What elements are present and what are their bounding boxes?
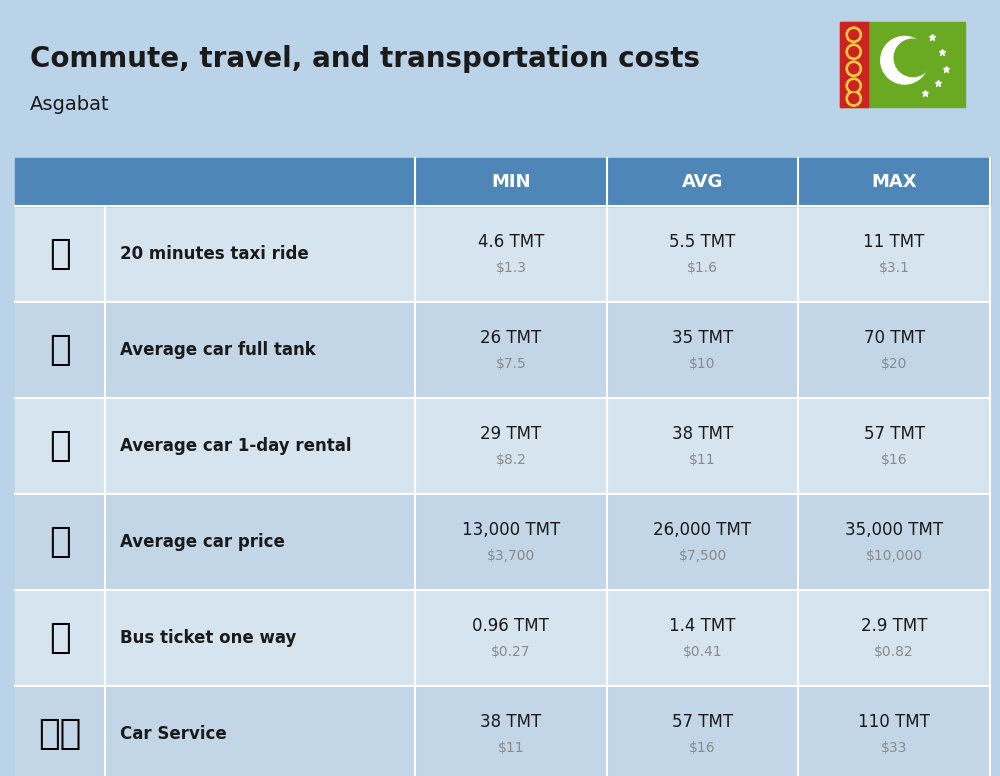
Circle shape — [846, 91, 861, 106]
Circle shape — [881, 36, 928, 84]
Text: 11 TMT: 11 TMT — [863, 234, 925, 251]
Text: Average car price: Average car price — [120, 533, 285, 551]
Circle shape — [846, 61, 861, 77]
Text: $20: $20 — [881, 358, 907, 372]
Text: 20 minutes taxi ride: 20 minutes taxi ride — [120, 245, 309, 263]
Text: 0.96 TMT: 0.96 TMT — [472, 618, 549, 636]
Text: Average car 1-day rental: Average car 1-day rental — [120, 437, 352, 455]
Text: 38 TMT: 38 TMT — [480, 713, 541, 732]
Text: $8.2: $8.2 — [495, 453, 526, 467]
Text: 35,000 TMT: 35,000 TMT — [845, 521, 943, 539]
Text: 57 TMT: 57 TMT — [864, 425, 925, 443]
Text: $11: $11 — [689, 453, 716, 467]
Bar — [15, 158, 990, 206]
Text: $7,500: $7,500 — [678, 549, 727, 563]
Circle shape — [849, 47, 859, 57]
Circle shape — [849, 94, 859, 103]
Text: Bus ticket one way: Bus ticket one way — [120, 629, 296, 647]
Text: AVG: AVG — [682, 173, 723, 191]
Text: MIN: MIN — [491, 173, 531, 191]
Text: 26,000 TMT: 26,000 TMT — [653, 521, 752, 539]
Text: 🚙: 🚙 — [49, 429, 71, 463]
Text: Asgabat: Asgabat — [30, 95, 110, 114]
Bar — [15, 494, 990, 590]
Circle shape — [894, 39, 932, 77]
Text: Commute, travel, and transportation costs: Commute, travel, and transportation cost… — [30, 45, 700, 73]
Text: 4.6 TMT: 4.6 TMT — [478, 234, 544, 251]
Bar — [15, 302, 990, 398]
Text: $0.41: $0.41 — [683, 646, 722, 660]
Text: 110 TMT: 110 TMT — [858, 713, 930, 732]
Bar — [15, 398, 990, 494]
Text: Car Service: Car Service — [120, 725, 227, 743]
Bar — [15, 590, 990, 686]
Text: MAX: MAX — [871, 173, 917, 191]
Text: $1.6: $1.6 — [687, 262, 718, 275]
Text: $16: $16 — [881, 453, 907, 467]
Text: $1.3: $1.3 — [495, 262, 526, 275]
Text: $0.27: $0.27 — [491, 646, 531, 660]
Text: $33: $33 — [881, 741, 907, 755]
Circle shape — [846, 27, 861, 43]
Text: 🔧🚗: 🔧🚗 — [38, 717, 82, 751]
Text: 2.9 TMT: 2.9 TMT — [861, 618, 927, 636]
Text: 🚌: 🚌 — [49, 621, 71, 655]
Text: 38 TMT: 38 TMT — [672, 425, 733, 443]
Bar — [15, 686, 990, 776]
Text: $16: $16 — [689, 741, 716, 755]
Text: $7.5: $7.5 — [495, 358, 526, 372]
Text: 🚗: 🚗 — [49, 525, 71, 559]
Text: Average car full tank: Average car full tank — [120, 341, 316, 359]
Bar — [840, 22, 965, 107]
Circle shape — [846, 44, 861, 60]
Text: 🚕: 🚕 — [49, 237, 71, 271]
Text: $3,700: $3,700 — [487, 549, 535, 563]
Text: $0.82: $0.82 — [874, 646, 914, 660]
Text: 29 TMT: 29 TMT — [480, 425, 541, 443]
Circle shape — [849, 29, 859, 40]
Text: 26 TMT: 26 TMT — [480, 330, 541, 348]
Text: ⛽: ⛽ — [49, 333, 71, 367]
Text: 35 TMT: 35 TMT — [672, 330, 733, 348]
Circle shape — [849, 64, 859, 74]
Bar — [840, 22, 868, 107]
Text: 70 TMT: 70 TMT — [864, 330, 925, 348]
Text: 57 TMT: 57 TMT — [672, 713, 733, 732]
Text: 1.4 TMT: 1.4 TMT — [669, 618, 736, 636]
Text: $3.1: $3.1 — [879, 262, 910, 275]
Text: $10: $10 — [689, 358, 716, 372]
Bar — [15, 206, 990, 302]
Text: $10,000: $10,000 — [866, 549, 923, 563]
Text: 13,000 TMT: 13,000 TMT — [462, 521, 560, 539]
Text: $11: $11 — [498, 741, 524, 755]
Circle shape — [849, 81, 859, 91]
Text: 5.5 TMT: 5.5 TMT — [669, 234, 736, 251]
Circle shape — [846, 78, 861, 93]
